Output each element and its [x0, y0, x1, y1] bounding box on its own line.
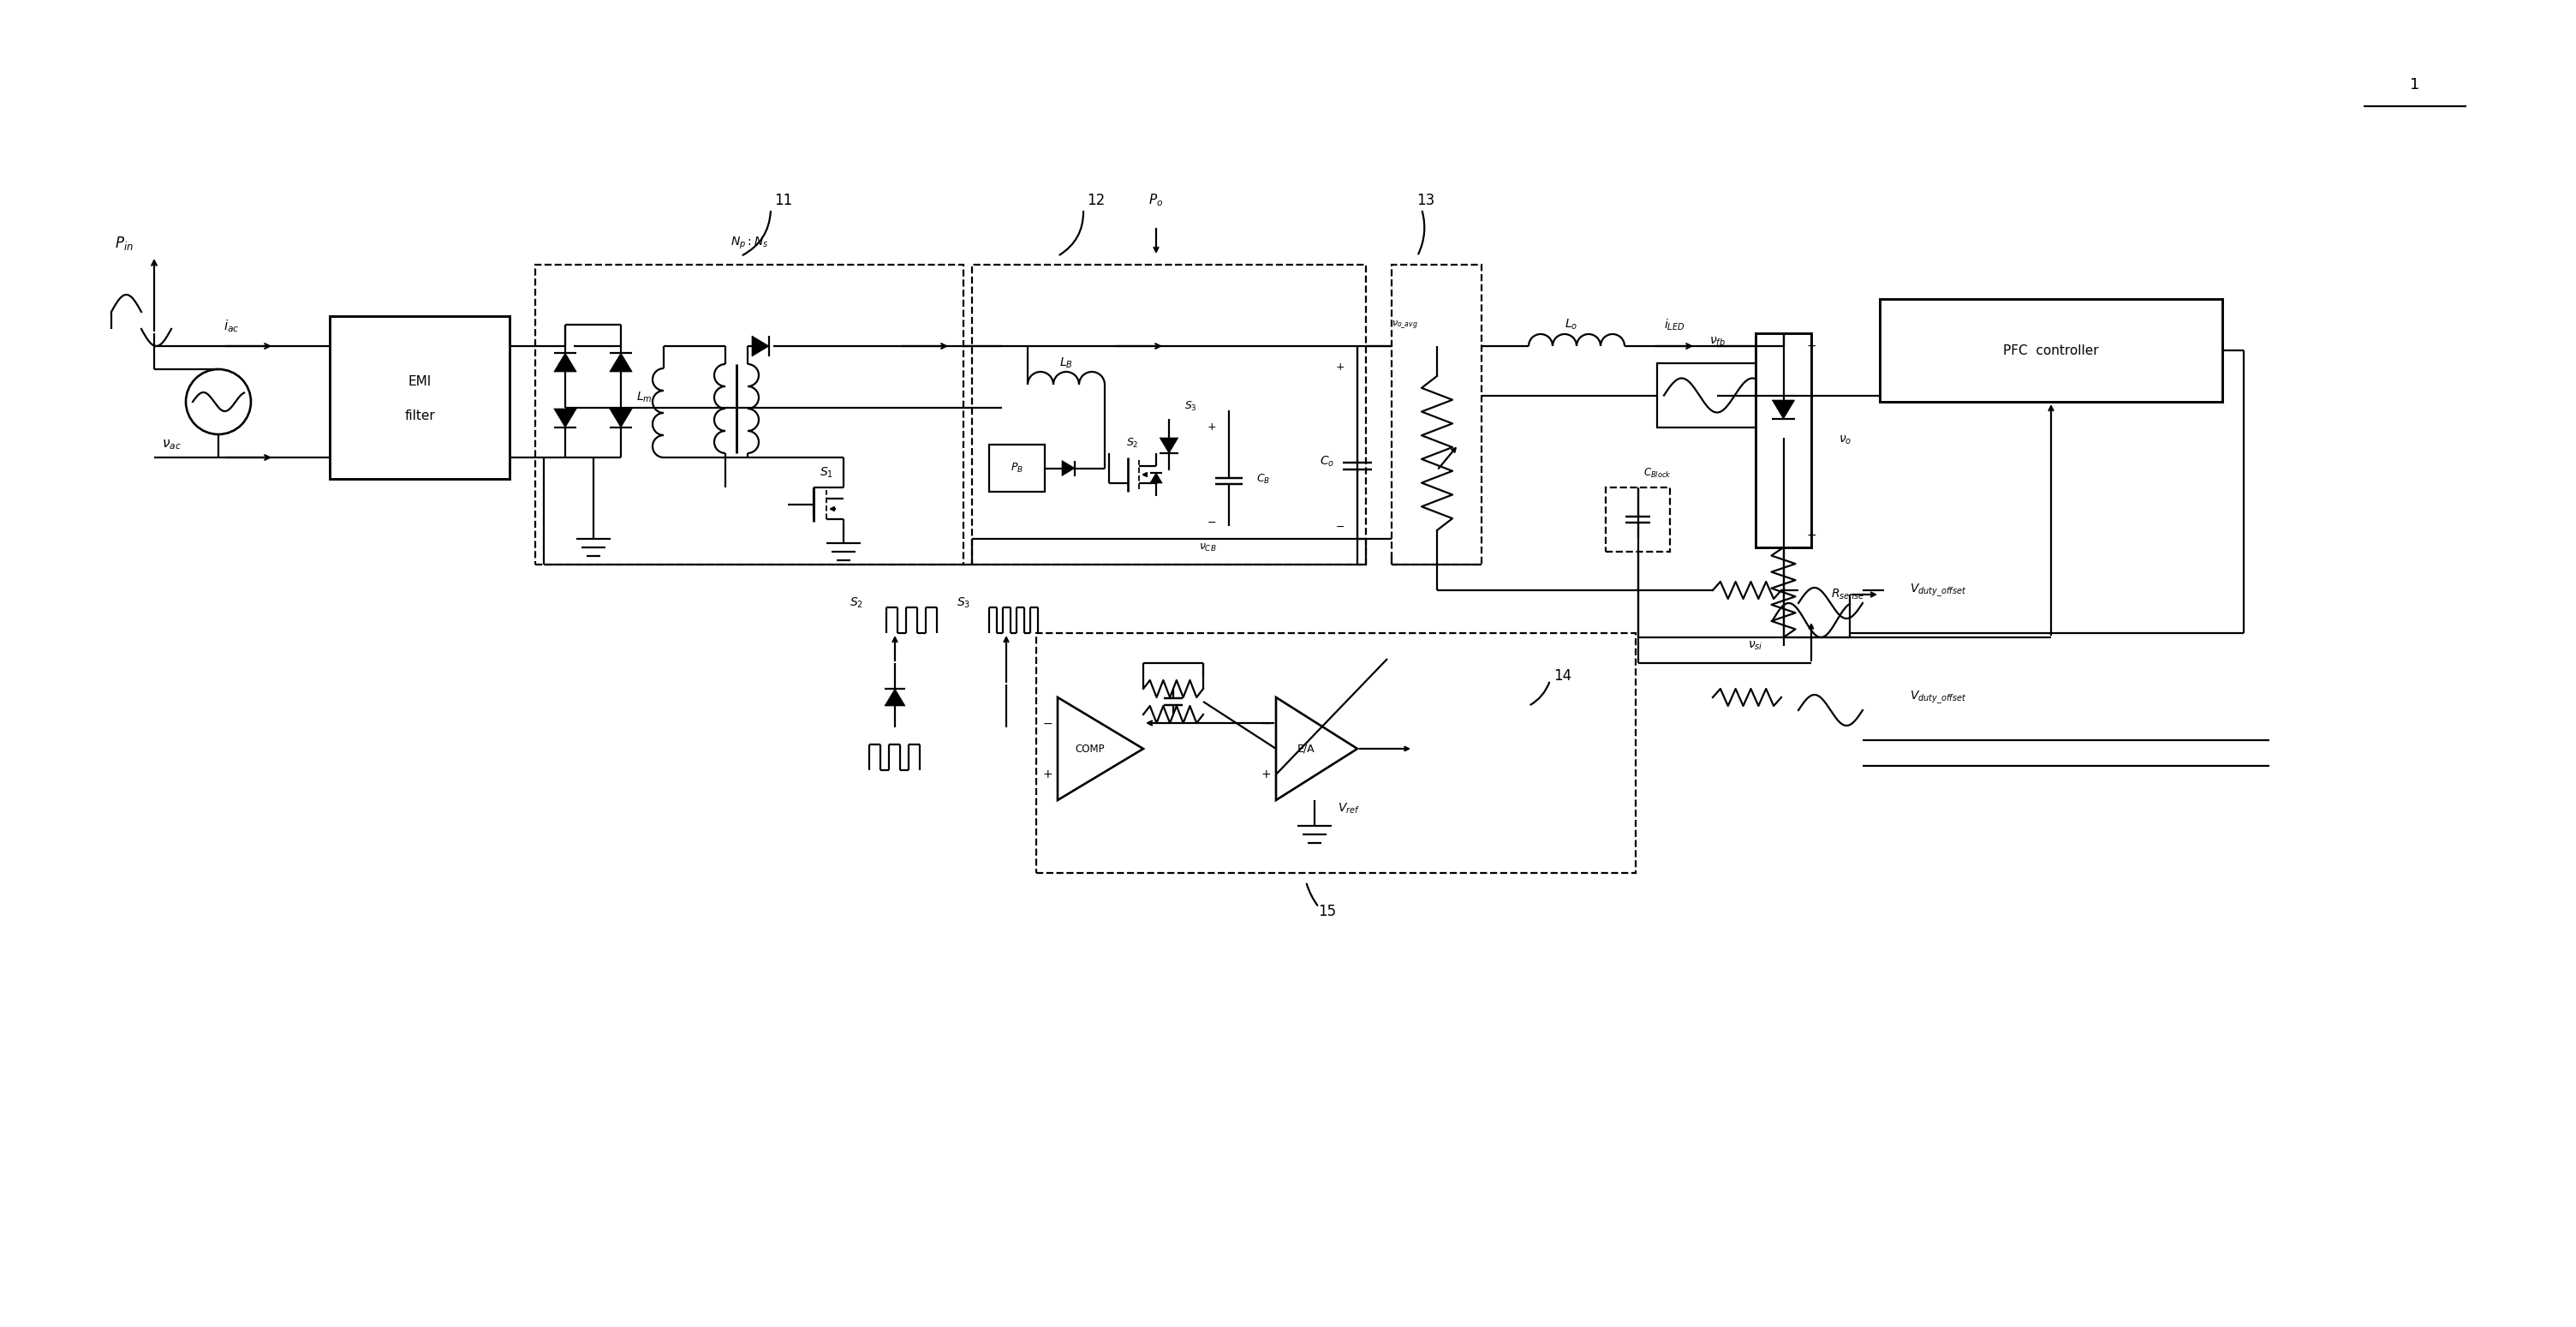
Text: +: +	[1337, 362, 1345, 373]
Text: 12: 12	[1087, 192, 1105, 208]
Text: $C_{Block}$: $C_{Block}$	[1643, 466, 1672, 479]
Text: 15: 15	[1319, 904, 1337, 920]
Text: $-$: $-$	[1334, 520, 1345, 532]
Text: filter: filter	[404, 410, 435, 423]
Text: $\nu_{ac}$: $\nu_{ac}$	[162, 438, 180, 451]
Text: $S_1$: $S_1$	[819, 466, 832, 480]
Bar	[971, 264, 1365, 564]
Text: $i_{LED}$: $i_{LED}$	[1664, 317, 1685, 332]
Bar	[1605, 487, 1669, 552]
Text: $S_3$: $S_3$	[1185, 399, 1198, 413]
Text: 11: 11	[775, 192, 793, 208]
Bar	[1656, 364, 1777, 427]
Polygon shape	[752, 336, 770, 357]
Text: $-$: $-$	[1806, 528, 1816, 540]
Text: $P_{in}$: $P_{in}$	[116, 235, 134, 252]
Bar	[1880, 299, 2223, 402]
Text: +: +	[1260, 768, 1270, 780]
Text: +: +	[1043, 768, 1054, 780]
Text: $C_B$: $C_B$	[1257, 472, 1270, 486]
Polygon shape	[611, 409, 631, 427]
Text: $L_m$: $L_m$	[636, 390, 652, 405]
Bar	[1757, 333, 1811, 548]
Text: $R_{sense}$: $R_{sense}$	[1832, 588, 1865, 601]
Bar	[1036, 633, 1636, 873]
Text: +: +	[1806, 340, 1816, 352]
Text: COMP: COMP	[1074, 743, 1105, 754]
Text: PFC  controller: PFC controller	[2004, 344, 2099, 357]
Bar	[989, 445, 1046, 492]
Text: $\nu_{fb}$: $\nu_{fb}$	[1708, 336, 1726, 348]
Text: $-$: $-$	[1260, 717, 1270, 729]
Text: +: +	[1208, 422, 1216, 433]
Polygon shape	[1149, 472, 1162, 483]
Bar	[1391, 264, 1481, 564]
Text: 14: 14	[1553, 669, 1571, 683]
Bar	[330, 316, 510, 479]
Text: EMI: EMI	[407, 376, 430, 389]
Text: $C_o$: $C_o$	[1319, 455, 1334, 468]
Text: $\nu_{si}$: $\nu_{si}$	[1749, 640, 1762, 652]
Text: $N_p:N_s$: $N_p:N_s$	[732, 235, 768, 251]
Polygon shape	[1061, 460, 1074, 476]
Text: $V_{duty\_offset}$: $V_{duty\_offset}$	[1909, 689, 1965, 706]
Text: $i_{ac}$: $i_{ac}$	[224, 318, 240, 334]
Polygon shape	[611, 353, 631, 372]
Text: $S_2$: $S_2$	[1126, 437, 1139, 450]
Text: $-$: $-$	[1043, 717, 1054, 729]
Text: $P_B$: $P_B$	[1010, 462, 1023, 475]
Text: $V_{duty\_offset}$: $V_{duty\_offset}$	[1909, 583, 1965, 598]
Text: $P_o$: $P_o$	[1149, 192, 1164, 208]
Polygon shape	[884, 689, 904, 706]
Text: $-$: $-$	[1208, 516, 1216, 527]
Text: $\nu_o$: $\nu_o$	[1839, 434, 1852, 446]
Text: $V_{ref}$: $V_{ref}$	[1337, 802, 1360, 816]
Polygon shape	[1159, 438, 1177, 454]
Polygon shape	[554, 353, 577, 372]
Text: $S_2$: $S_2$	[850, 596, 863, 610]
Text: $\nu_{o\_avg}$: $\nu_{o\_avg}$	[1391, 318, 1417, 330]
Text: $\nu_{CB}$: $\nu_{CB}$	[1198, 541, 1216, 553]
Bar	[536, 264, 963, 564]
Polygon shape	[554, 409, 577, 427]
Text: E/A: E/A	[1298, 743, 1314, 754]
Text: 13: 13	[1417, 192, 1435, 208]
Text: $S_3$: $S_3$	[956, 596, 971, 610]
Polygon shape	[1772, 399, 1795, 419]
Text: $L_B$: $L_B$	[1059, 356, 1074, 370]
Text: $L_o$: $L_o$	[1566, 317, 1579, 332]
Text: 1: 1	[2411, 77, 2419, 93]
